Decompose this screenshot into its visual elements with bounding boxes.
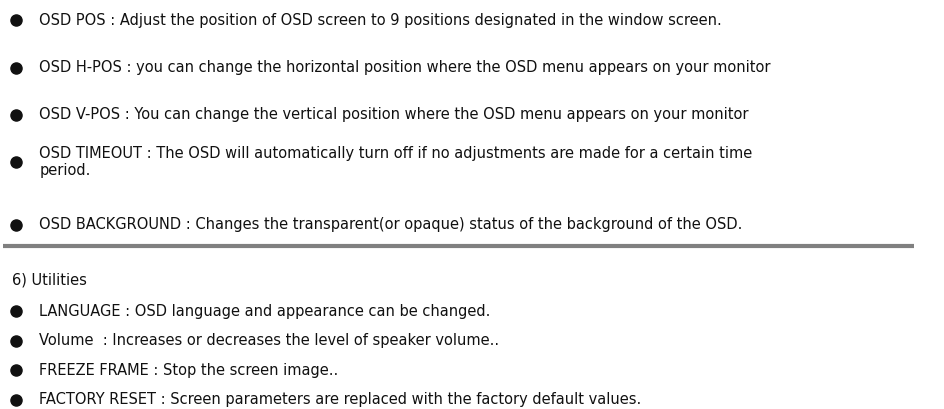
Text: Volume  : Increases or decreases the level of speaker volume..: Volume : Increases or decreases the leve… bbox=[40, 333, 498, 348]
Text: OSD H-POS : you can change the horizontal position where the OSD menu appears on: OSD H-POS : you can change the horizonta… bbox=[40, 60, 770, 75]
Text: 6) Utilities: 6) Utilities bbox=[12, 272, 87, 287]
Text: LANGUAGE : OSD language and appearance can be changed.: LANGUAGE : OSD language and appearance c… bbox=[40, 303, 490, 319]
Text: OSD V-POS : You can change the vertical position where the OSD menu appears on y: OSD V-POS : You can change the vertical … bbox=[40, 107, 748, 122]
Text: OSD BACKGROUND : Changes the transparent(or opaque) status of the background of : OSD BACKGROUND : Changes the transparent… bbox=[40, 217, 742, 232]
Text: FREEZE FRAME : Stop the screen image..: FREEZE FRAME : Stop the screen image.. bbox=[40, 362, 338, 378]
Text: OSD POS : Adjust the position of OSD screen to 9 positions designated in the win: OSD POS : Adjust the position of OSD scr… bbox=[40, 13, 721, 28]
Text: FACTORY RESET : Screen parameters are replaced with the factory default values.: FACTORY RESET : Screen parameters are re… bbox=[40, 392, 641, 407]
Text: OSD TIMEOUT : The OSD will automatically turn off if no adjustments are made for: OSD TIMEOUT : The OSD will automatically… bbox=[40, 146, 751, 178]
